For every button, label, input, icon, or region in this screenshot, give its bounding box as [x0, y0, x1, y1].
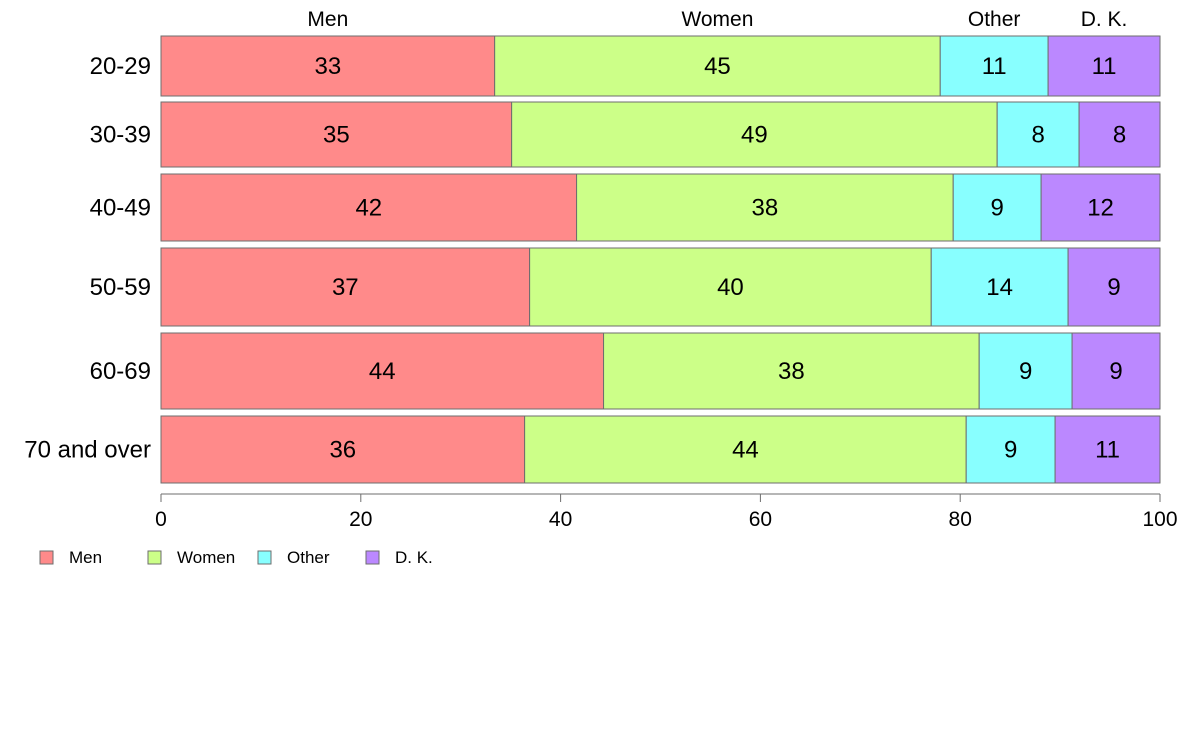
- legend-swatch: [39, 550, 54, 565]
- x-tick-label: 20: [349, 508, 372, 531]
- category-label: 30-39: [90, 122, 151, 149]
- value-label: 38: [752, 195, 779, 222]
- bar-segment: [978, 332, 1073, 410]
- column-header: Men: [307, 8, 348, 31]
- value-label: 11: [982, 53, 1007, 80]
- value-label: 11: [1095, 437, 1120, 464]
- category-label: 20-29: [90, 53, 151, 80]
- bar-segment: [1067, 247, 1161, 327]
- bar-segment: [930, 247, 1069, 327]
- bar-segment: [1071, 332, 1161, 410]
- bar-segment: [160, 101, 513, 168]
- value-label: 42: [355, 195, 382, 222]
- value-label: 37: [332, 274, 359, 301]
- bar-segment: [529, 247, 932, 327]
- value-label: 9: [1109, 358, 1122, 385]
- x-tick-label: 80: [949, 508, 972, 531]
- bar-segment: [160, 332, 605, 410]
- value-label: 45: [704, 53, 731, 80]
- bar-segment: [511, 101, 998, 168]
- value-label: 9: [1019, 358, 1032, 385]
- value-label: 8: [1031, 122, 1044, 149]
- value-label: 38: [778, 358, 805, 385]
- x-tick-label: 40: [549, 508, 572, 531]
- legend-swatch: [147, 550, 162, 565]
- value-label: 9: [990, 195, 1003, 222]
- value-label: 11: [1092, 53, 1117, 80]
- value-label: 36: [329, 437, 356, 464]
- bar-segment: [996, 101, 1080, 168]
- value-label: 9: [1107, 274, 1120, 301]
- value-label: 14: [986, 274, 1013, 301]
- legend-swatch: [257, 550, 272, 565]
- bar-segment: [1054, 415, 1161, 484]
- bar-segment: [160, 415, 526, 484]
- column-header: Other: [968, 8, 1021, 31]
- bar-segment: [160, 173, 578, 242]
- x-tick-label: 100: [1142, 508, 1177, 531]
- value-label: 44: [369, 358, 396, 385]
- bar-segment: [524, 415, 967, 484]
- value-label: 40: [717, 274, 744, 301]
- bar-segment: [939, 35, 1049, 97]
- value-label: 12: [1087, 195, 1114, 222]
- bar-segment: [603, 332, 980, 410]
- category-label: 50-59: [90, 274, 151, 301]
- bar-segment: [1078, 101, 1161, 168]
- category-label: 40-49: [90, 195, 151, 222]
- value-label: 44: [732, 437, 759, 464]
- bar-segment: [160, 247, 531, 327]
- value-label: 49: [741, 122, 768, 149]
- bar-segment: [576, 173, 954, 242]
- bar-segment: [1047, 35, 1161, 97]
- value-label: 9: [1004, 437, 1017, 464]
- x-tick-label: 0: [155, 508, 167, 531]
- category-label: 70 and over: [24, 437, 151, 464]
- bar-segment: [1040, 173, 1161, 242]
- legend-label: D. K.: [395, 548, 433, 567]
- legend-label: Other: [287, 548, 330, 567]
- bar-segment: [494, 35, 941, 97]
- x-tick-label: 60: [749, 508, 772, 531]
- legend-label: Men: [69, 548, 102, 567]
- category-label: 60-69: [90, 358, 151, 385]
- value-label: 35: [323, 122, 350, 149]
- bar-segment: [160, 35, 496, 97]
- value-label: 33: [314, 53, 341, 80]
- bar-segment: [965, 415, 1056, 484]
- legend-label: Women: [177, 548, 235, 567]
- value-label: 8: [1113, 122, 1126, 149]
- legend-swatch: [365, 550, 380, 565]
- column-header: D. K.: [1081, 8, 1128, 31]
- column-header: Women: [681, 8, 753, 31]
